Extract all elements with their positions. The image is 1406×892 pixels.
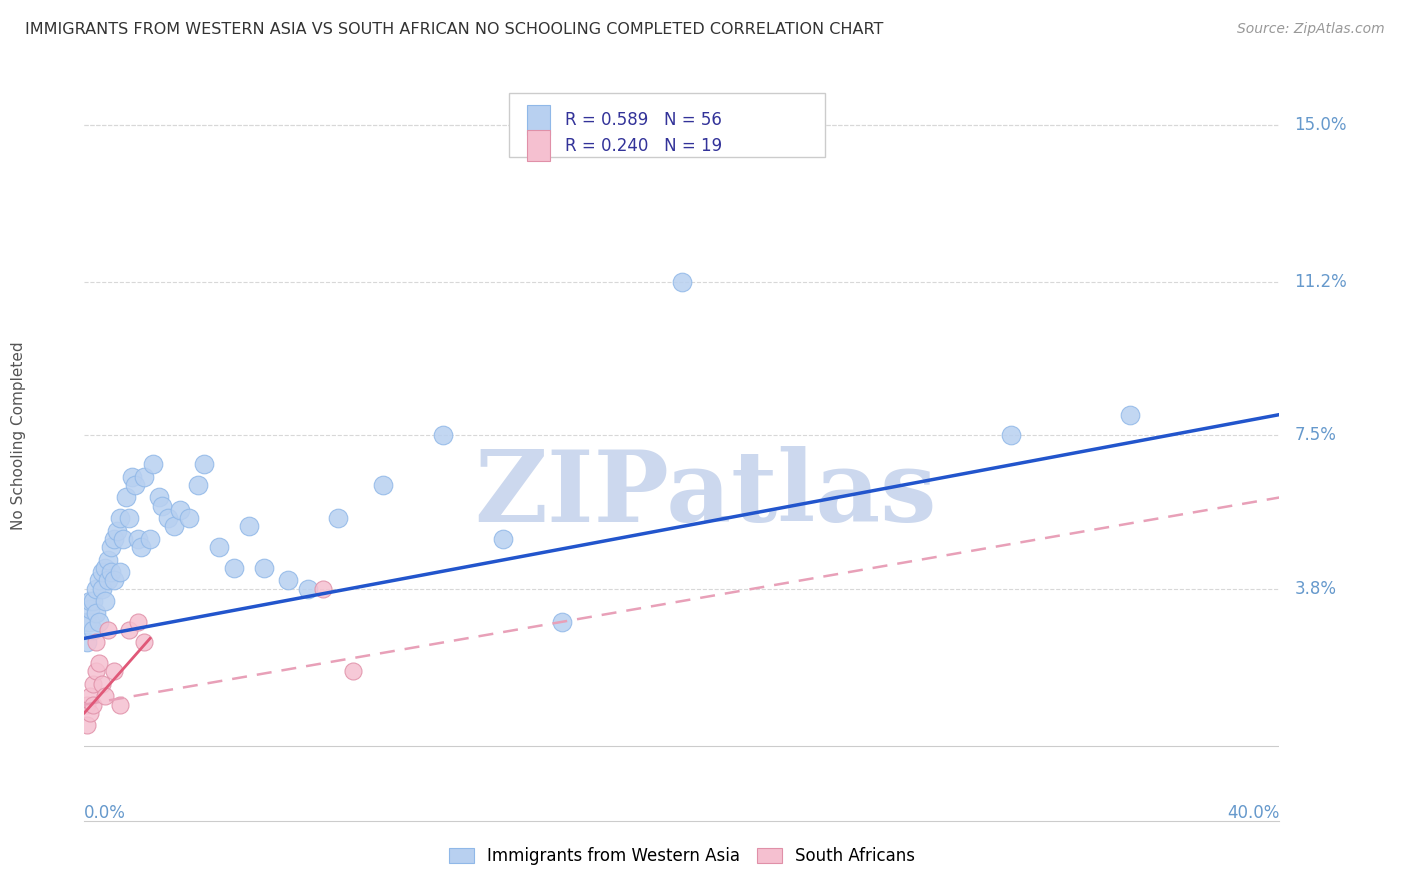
Point: [94, 690, 117, 704]
Point: [89, 656, 111, 670]
Point: [82, 698, 104, 712]
Bar: [527, 130, 551, 161]
Point: [150, 499, 173, 513]
Point: [86, 635, 108, 649]
Point: [208, 540, 231, 554]
Point: [115, 491, 138, 505]
Point: [132, 469, 156, 483]
Point: [1119, 408, 1142, 422]
Point: [79, 615, 101, 629]
Text: Source: ZipAtlas.com: Source: ZipAtlas.com: [1237, 22, 1385, 37]
Point: [105, 524, 128, 538]
Point: [86, 607, 108, 621]
Point: [373, 478, 395, 492]
Point: [121, 469, 143, 483]
Point: [100, 540, 122, 554]
Point: [551, 615, 574, 629]
Point: [89, 615, 111, 629]
Point: [91, 677, 114, 691]
Point: [118, 623, 141, 637]
Point: [110, 565, 132, 579]
Point: [79, 594, 101, 608]
Point: [110, 698, 132, 712]
Point: [94, 561, 117, 575]
Point: [127, 615, 149, 629]
Point: [79, 602, 101, 616]
Point: [222, 561, 245, 575]
Text: R = 0.240   N = 19: R = 0.240 N = 19: [565, 136, 721, 154]
Point: [297, 582, 319, 596]
Text: 40.0%: 40.0%: [1227, 804, 1279, 822]
Point: [103, 665, 125, 679]
Point: [86, 582, 108, 596]
Point: [238, 519, 260, 533]
Point: [169, 503, 191, 517]
Point: [110, 511, 132, 525]
Point: [76, 635, 98, 649]
Point: [193, 458, 215, 472]
Legend: Immigrants from Western Asia, South Africans: Immigrants from Western Asia, South Afri…: [449, 847, 915, 865]
Point: [277, 574, 299, 588]
Point: [76, 615, 98, 629]
Point: [118, 511, 141, 525]
Point: [129, 540, 152, 554]
Text: ZIPatlas: ZIPatlas: [475, 446, 936, 543]
Point: [177, 511, 200, 525]
Point: [97, 552, 120, 566]
Point: [91, 565, 114, 579]
Point: [91, 582, 114, 596]
Point: [671, 275, 693, 289]
Point: [100, 565, 122, 579]
Text: No Schooling Completed: No Schooling Completed: [11, 341, 27, 530]
Point: [103, 532, 125, 546]
Point: [82, 623, 104, 637]
Point: [432, 428, 454, 442]
Point: [492, 532, 515, 546]
Point: [79, 706, 101, 720]
Point: [79, 690, 101, 704]
Text: R = 0.589   N = 56: R = 0.589 N = 56: [565, 111, 721, 128]
Text: 11.2%: 11.2%: [1295, 273, 1347, 291]
Point: [142, 458, 165, 472]
Point: [132, 635, 156, 649]
Point: [342, 665, 364, 679]
Text: 3.8%: 3.8%: [1295, 580, 1336, 598]
Point: [112, 532, 135, 546]
Point: [103, 574, 125, 588]
Point: [76, 698, 98, 712]
Text: 0.0%: 0.0%: [84, 804, 127, 822]
Text: 7.5%: 7.5%: [1295, 426, 1336, 444]
Text: IMMIGRANTS FROM WESTERN ASIA VS SOUTH AFRICAN NO SCHOOLING COMPLETED CORRELATION: IMMIGRANTS FROM WESTERN ASIA VS SOUTH AF…: [25, 22, 884, 37]
Point: [124, 478, 146, 492]
Text: 15.0%: 15.0%: [1295, 116, 1347, 134]
Point: [82, 677, 104, 691]
Point: [157, 511, 180, 525]
Point: [148, 491, 170, 505]
Point: [163, 519, 186, 533]
Point: [94, 594, 117, 608]
Point: [97, 623, 120, 637]
Point: [127, 532, 149, 546]
Point: [139, 532, 162, 546]
Point: [253, 561, 276, 575]
Point: [1000, 428, 1022, 442]
Point: [86, 665, 108, 679]
Bar: [527, 104, 551, 135]
Point: [312, 582, 335, 596]
Point: [76, 718, 98, 732]
Point: [82, 594, 104, 608]
FancyBboxPatch shape: [509, 93, 825, 157]
Point: [187, 478, 209, 492]
Point: [89, 574, 111, 588]
Point: [328, 511, 350, 525]
Point: [97, 574, 120, 588]
